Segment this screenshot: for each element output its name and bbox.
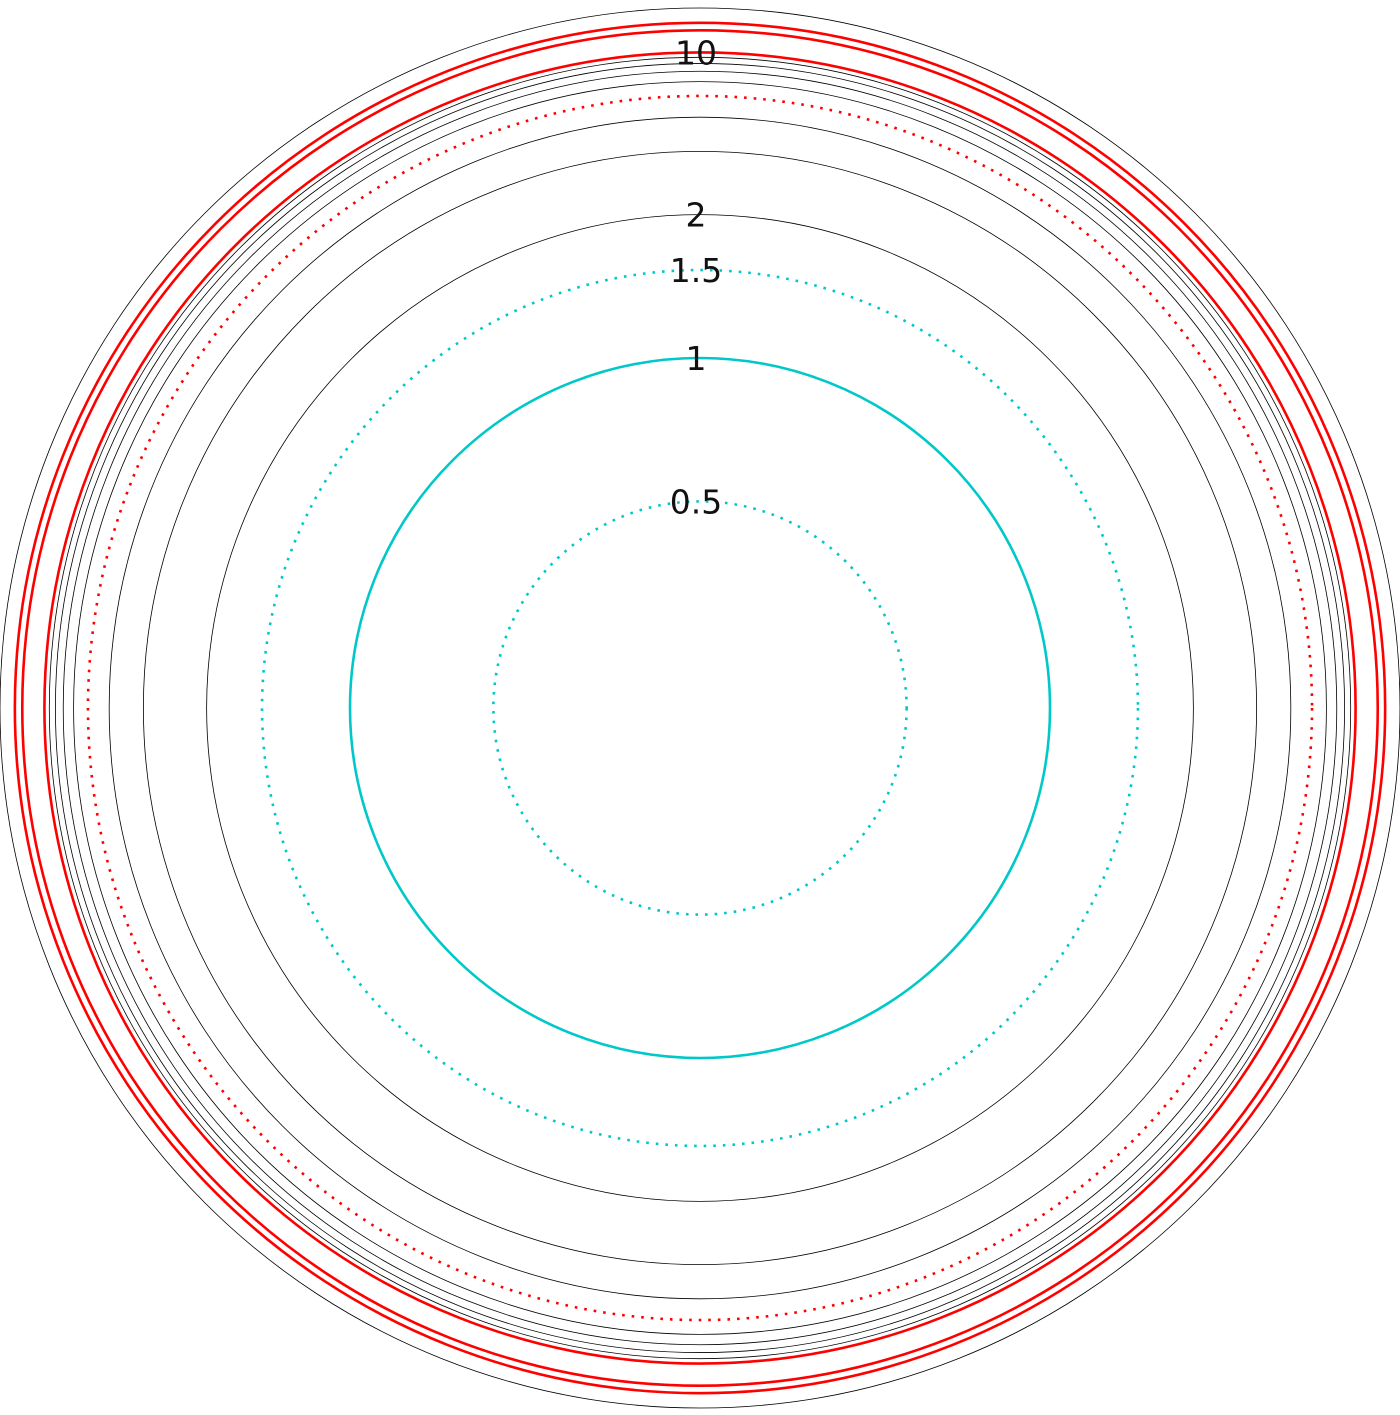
ring-20 — [20, 28, 1380, 1388]
ring-label: 1.5 — [670, 251, 722, 290]
rings — [0, 7, 1400, 1409]
ring-6 — [73, 81, 1327, 1335]
ring-7 — [62, 70, 1338, 1346]
ring-9 — [48, 56, 1352, 1360]
ring-3 — [142, 150, 1258, 1266]
ring-label: 0.5 — [670, 482, 722, 521]
ring-label: 2 — [686, 196, 707, 235]
ring-10 — [43, 51, 1357, 1365]
ring-1-5 — [260, 268, 1140, 1148]
ring-Infinity — [0, 7, 1400, 1409]
ring-4 — [108, 116, 1292, 1300]
ring-labels: 0.5 1 1.5 2 10 — [670, 33, 722, 521]
ring-label: 10 — [675, 33, 717, 72]
ring-label: 1 — [686, 339, 707, 378]
ring-1 — [348, 356, 1052, 1060]
ring-30 — [13, 21, 1387, 1395]
ring-8 — [55, 63, 1345, 1353]
ring-5 — [86, 94, 1314, 1322]
ring-2 — [206, 214, 1194, 1202]
ring-0-5 — [492, 500, 908, 916]
